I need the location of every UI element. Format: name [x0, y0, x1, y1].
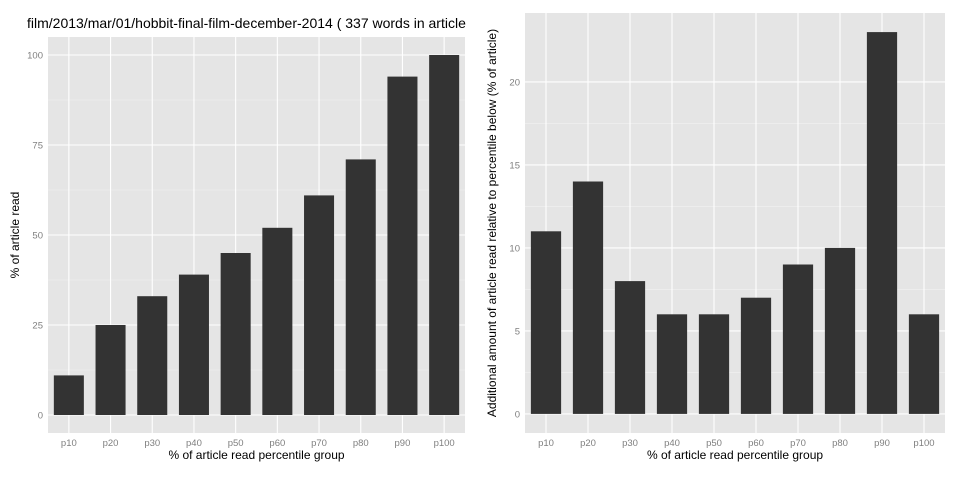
left-x-tick-label: p70 — [311, 438, 327, 449]
right-y-tick-label: 20 — [509, 77, 520, 88]
left-x-tick-label: p30 — [144, 438, 160, 449]
left-x-tick-label: p90 — [395, 438, 411, 449]
right-bar-p40 — [656, 314, 688, 414]
right-bar-p50 — [698, 314, 730, 414]
right-y-tick-label: 5 — [515, 326, 520, 337]
right-x-tick-label: p80 — [832, 438, 848, 449]
right-chart-panel: 0 5 10 15 20 p10 p20 p30 p40 p50 p60 p70 p80 p90 p100%… — [485, 13, 945, 462]
right-x-tick-label: p60 — [748, 438, 764, 449]
left-x-tick-label: p50 — [228, 438, 244, 449]
right-x-tick-label: p30 — [622, 438, 638, 449]
left-x-tick-label: p40 — [186, 438, 202, 449]
right-bar-p90 — [866, 32, 898, 414]
left-y-tick-label: 100 — [27, 51, 43, 62]
left-bar-p80 — [345, 159, 376, 415]
right-y-tick-label: 0 — [515, 409, 520, 420]
right-bar-p80 — [824, 247, 856, 414]
right-y-tick-label: 10 — [509, 243, 520, 254]
left-x-tick-label: p20 — [103, 438, 119, 449]
left-bar-p90 — [387, 76, 418, 415]
left-y-tick-label: 25 — [32, 321, 43, 332]
left-y-tick-label: 0 — [38, 411, 43, 422]
right-bar-p30 — [614, 281, 646, 414]
left-bar-p60 — [262, 227, 293, 415]
right-x-tick-label: p90 — [874, 438, 890, 449]
left-bar-p30 — [137, 296, 168, 415]
left-bar-p50 — [220, 253, 251, 415]
right-bar-p60 — [740, 297, 772, 414]
left-x-tick-label: p60 — [269, 438, 285, 449]
right-x-tick-label: p100 — [913, 438, 934, 449]
figure-title: film/2013/mar/01/hobbit-final-film-decem… — [27, 15, 466, 31]
right-x-axis-title: % of article read percentile group — [647, 448, 823, 462]
right-bar-p20 — [572, 181, 604, 414]
right-x-tick-label: p70 — [790, 438, 806, 449]
right-x-tick-label: p50 — [706, 438, 722, 449]
left-x-tick-label: p80 — [353, 438, 369, 449]
left-y-axis-title: % of article read — [8, 192, 22, 279]
right-x-tick-label: p10 — [538, 438, 554, 449]
left-x-axis-title: % of article read percentile group — [168, 448, 344, 462]
left-bar-p70 — [304, 195, 335, 415]
right-y-tick-label: 15 — [509, 160, 520, 171]
right-bar-p10 — [530, 231, 562, 414]
left-y-tick-label: 75 — [32, 141, 43, 152]
right-bar-p100 — [908, 314, 940, 414]
left-bar-p20 — [95, 325, 126, 415]
left-chart-panel: 0 25 50 75 100 p10 p20 p30 p40 p50 p60 p70 p80 p90 p10… — [8, 37, 465, 462]
left-bar-p100 — [429, 55, 460, 415]
right-y-axis-title: Additional amount of article read relati… — [485, 29, 499, 417]
left-bar-p10 — [53, 375, 84, 415]
right-x-tick-label: p20 — [580, 438, 596, 449]
right-bar-p70 — [782, 264, 814, 414]
left-x-tick-label: p10 — [61, 438, 77, 449]
left-bar-p40 — [178, 274, 209, 415]
left-x-tick-label: p100 — [434, 438, 455, 449]
right-x-tick-label: p40 — [664, 438, 680, 449]
left-y-tick-label: 50 — [32, 231, 43, 242]
